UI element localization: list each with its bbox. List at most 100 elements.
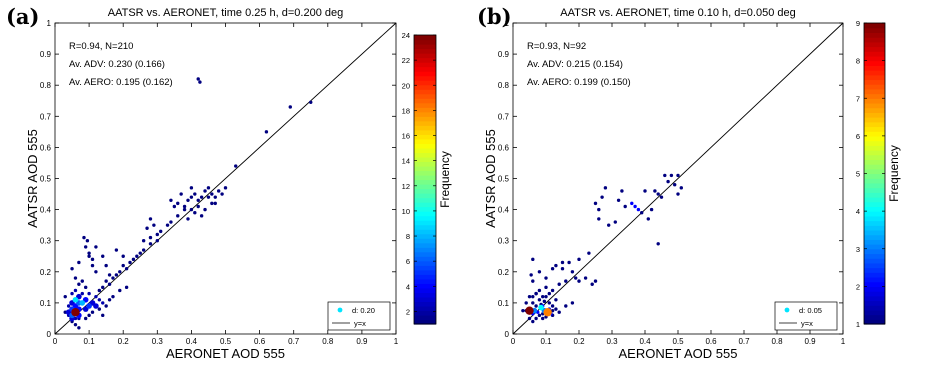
data-point xyxy=(537,288,542,293)
data-point xyxy=(577,257,581,262)
data-point xyxy=(542,299,547,304)
colorbar-band xyxy=(864,281,885,287)
y-tick-label: 1 xyxy=(47,19,52,28)
data-point xyxy=(152,223,156,227)
data-point xyxy=(203,189,207,193)
data-point xyxy=(600,195,604,199)
colorbar-band xyxy=(414,256,436,262)
legend-box xyxy=(774,301,838,331)
colorbar-band xyxy=(864,37,885,43)
y-tick-label: 0.4 xyxy=(40,206,52,215)
colorbar-band xyxy=(864,51,885,57)
colorbar-band xyxy=(414,39,436,45)
data-point xyxy=(124,266,129,271)
colorbar-band xyxy=(864,98,885,104)
y-tick-label: 0 xyxy=(47,330,52,339)
y-tick-label: 0.7 xyxy=(40,112,52,121)
data-point xyxy=(206,186,211,190)
colorbar-band xyxy=(414,165,436,172)
data-point xyxy=(199,214,204,218)
data-point xyxy=(196,198,200,202)
x-tick-label: 0.5 xyxy=(220,337,232,346)
colorbar-tick-label: 22 xyxy=(402,56,410,65)
data-point xyxy=(176,201,180,206)
data-point xyxy=(534,291,538,296)
data-point xyxy=(521,308,525,313)
colorbar-tick-label: 12 xyxy=(402,182,410,191)
colorbar-tick-label: 2 xyxy=(406,307,410,316)
colorbar-band xyxy=(414,98,436,104)
colorbar-band xyxy=(414,147,436,154)
data-point xyxy=(633,204,637,209)
data-point xyxy=(114,248,119,252)
colorbar-band xyxy=(864,305,885,311)
y-tick-label: 0.1 xyxy=(40,299,52,308)
data-point xyxy=(213,201,217,206)
data-point xyxy=(570,301,575,305)
data-point xyxy=(659,195,664,199)
data-point xyxy=(597,207,601,212)
data-point xyxy=(554,298,558,302)
colorbar-band xyxy=(864,173,885,179)
data-point xyxy=(574,276,578,280)
colorbar-band xyxy=(414,188,436,194)
x-tick-label: 0.1 xyxy=(540,337,552,346)
colorbar-band xyxy=(414,35,436,41)
chart-title: AATSR vs. AERONET, time 0.10 h, d=0.050 … xyxy=(560,7,796,19)
colorbar-band xyxy=(864,107,885,113)
colorbar-band xyxy=(414,170,436,176)
data-point xyxy=(531,301,535,305)
colorbar-band xyxy=(414,48,436,54)
colorbar-band xyxy=(414,251,436,257)
colorbar-frame xyxy=(413,34,437,325)
data-point xyxy=(537,298,542,302)
data-point xyxy=(87,254,91,258)
data-point xyxy=(101,254,105,258)
data-point xyxy=(196,204,200,209)
colorbar-band xyxy=(864,187,885,193)
colorbar-band xyxy=(864,262,885,269)
data-point xyxy=(590,282,594,286)
data-point xyxy=(141,239,146,243)
legend-marker xyxy=(337,307,343,313)
colorbar-band xyxy=(414,229,436,235)
colorbar-tick-label: 24 xyxy=(402,31,410,40)
data-point xyxy=(77,260,81,265)
colorbar-band xyxy=(864,291,885,297)
y-tick-label: 0.8 xyxy=(40,81,52,90)
data-point xyxy=(550,266,555,271)
data-point xyxy=(541,316,545,321)
data-point xyxy=(94,245,98,249)
stats-line: Av. AERO: 0.199 (0.150) xyxy=(527,77,631,88)
colorbar-band xyxy=(414,116,436,122)
colorbar-band xyxy=(414,269,436,275)
data-point xyxy=(613,220,617,224)
colorbar-band xyxy=(414,93,436,99)
colorbar-tick-label: 4 xyxy=(406,282,410,291)
colorbar-band xyxy=(414,174,436,181)
x-tick-label: 0.8 xyxy=(771,337,783,346)
data-point xyxy=(531,319,535,324)
data-point xyxy=(669,173,674,178)
colorbar-band xyxy=(864,211,885,217)
colorbar-band xyxy=(864,206,885,212)
colorbar-tick-label: 16 xyxy=(402,132,410,141)
colorbar-band xyxy=(864,215,885,222)
data-point xyxy=(636,207,641,212)
data-point xyxy=(70,291,74,296)
colorbar-band xyxy=(864,295,885,302)
data-point xyxy=(560,260,565,265)
colorbar-band xyxy=(414,274,436,280)
colorbar-band xyxy=(414,80,436,86)
colorbar-band xyxy=(414,134,436,140)
data-point xyxy=(73,276,78,280)
colorbar-band xyxy=(414,206,436,212)
colorbar-band xyxy=(864,140,885,146)
x-tick-label: 0.3 xyxy=(606,337,618,346)
data-point xyxy=(189,186,194,190)
data-point xyxy=(583,276,588,280)
data-point xyxy=(94,270,98,274)
colorbar-band xyxy=(864,300,885,306)
colorbar-band xyxy=(864,234,885,240)
